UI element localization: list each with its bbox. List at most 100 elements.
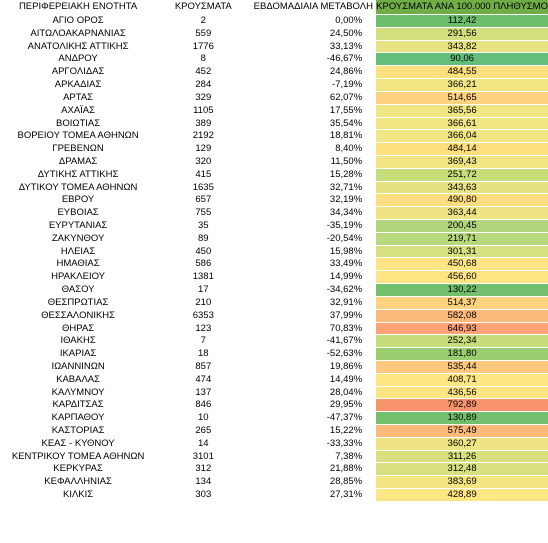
weekly-change-cell: 37,99% bbox=[329, 309, 363, 321]
region-cell: ΙΚΑΡΙΑΣ bbox=[59, 348, 97, 360]
region-cell: ΚΙΛΚΙΣ bbox=[62, 488, 94, 500]
per-100k-cell: 484,14 bbox=[376, 142, 548, 156]
per-100k-cell: 291,56 bbox=[376, 26, 548, 41]
cases-cell: 452 bbox=[195, 66, 212, 78]
weekly-change-cell: 7,38% bbox=[335, 450, 363, 462]
per-100k-cell: 343,82 bbox=[376, 39, 548, 53]
cases-cell: 415 bbox=[195, 168, 212, 180]
cases-cell: 559 bbox=[195, 27, 212, 39]
weekly-change-cell: 70,83% bbox=[329, 322, 363, 334]
table-row: ΚΕΑΣ - ΚΥΘΝΟΥ 14 -33,33% 360,27 bbox=[0, 436, 548, 451]
weekly-change-cell: 18,81% bbox=[329, 130, 363, 142]
weekly-change-cell: 14,49% bbox=[329, 373, 363, 385]
region-cell: ΘΕΣΠΡΩΤΙΑΣ bbox=[47, 296, 109, 308]
cases-cell: 1635 bbox=[192, 181, 214, 193]
per-100k-cell: 252,34 bbox=[376, 334, 548, 348]
cases-cell: 134 bbox=[195, 476, 212, 488]
region-cell: ΚΕΡΚΥΡΑΣ bbox=[53, 463, 103, 475]
per-100k-cell: 251,72 bbox=[376, 167, 548, 182]
table-row: ΙΚΑΡΙΑΣ 18 -52,63% 181,80 bbox=[0, 347, 548, 361]
weekly-change-cell: 32,91% bbox=[329, 296, 363, 308]
per-100k-cell: 490,80 bbox=[376, 193, 548, 207]
cases-cell: 18 bbox=[198, 348, 209, 360]
region-cell: ΑΡΓΟΛΙΔΑΣ bbox=[51, 66, 105, 78]
weekly-change-cell: -7,19% bbox=[332, 79, 363, 91]
table-row: ΘΕΣΣΑΛΟΝΙΚΗΣ 6353 37,99% 582,08 bbox=[0, 308, 548, 322]
region-cell: ΚΕΑΣ - ΚΥΘΝΟΥ bbox=[41, 437, 115, 449]
cases-cell: 123 bbox=[195, 322, 212, 334]
table-row: ΑΓΙΟ ΟΡΟΣ 2 0,00% 112,42 bbox=[0, 14, 548, 28]
region-cell: ΚΕΦΑΛΛΗΝΙΑΣ bbox=[44, 476, 112, 488]
weekly-change-cell: 33,49% bbox=[329, 258, 363, 270]
per-100k-cell: 360,27 bbox=[376, 436, 548, 451]
cases-cell: 389 bbox=[195, 117, 212, 129]
weekly-change-cell: 33,13% bbox=[329, 40, 363, 52]
region-cell: ΕΥΡΥΤΑΝΙΑΣ bbox=[48, 220, 108, 231]
per-100k-cell: 383,69 bbox=[376, 475, 548, 489]
cases-cell: 474 bbox=[195, 373, 212, 385]
cases-cell: 450 bbox=[195, 245, 212, 257]
table-row: ΓΡΕΒΕΝΩΝ 129 8,40% 484,14 bbox=[0, 142, 548, 156]
region-cell: ΙΩΑΝΝΙΝΩΝ bbox=[51, 360, 105, 372]
region-cell: ΗΛΕΙΑΣ bbox=[60, 245, 96, 257]
per-100k-cell: 311,26 bbox=[376, 449, 548, 463]
table-row: ΚΑΛΥΜΝΟΥ 137 28,04% 436,56 bbox=[0, 385, 548, 399]
table-row: ΑΙΤΩΛΟΑΚΑΡΝΑΝΙΑΣ 559 24,50% 291,56 bbox=[0, 26, 548, 41]
per-100k-cell: 363,44 bbox=[376, 206, 548, 220]
region-cell: ΑΝΑΤΟΛΙΚΗΣ ΑΤΤΙΚΗΣ bbox=[27, 40, 129, 52]
weekly-change-cell: -52,63% bbox=[326, 348, 363, 360]
per-100k-cell: 582,08 bbox=[376, 308, 548, 322]
header-row: ΠΕΡΙΦΕΡΕΙΑΚΗ ΕΝΟΤΗΤΑ ΚΡΟΥΣΜΑΤΑ ΕΒΔΟΜΑΔΙΑ… bbox=[0, 0, 548, 15]
header-weekly-change: ΕΒΔΟΜΑΔΙΑΙΑ ΜΕΤΑΒΟΛΗ bbox=[253, 1, 373, 13]
table-row: ΚΕΦΑΛΛΗΝΙΑΣ 134 28,85% 383,69 bbox=[0, 475, 548, 489]
region-cell: ΗΜΑΘΙΑΣ bbox=[56, 258, 100, 270]
weekly-change-cell: 28,85% bbox=[329, 476, 363, 488]
header-cases: ΚΡΟΥΣΜΑΤΑ bbox=[174, 1, 232, 13]
table-row: ΖΑΚΥΝΘΟΥ 89 -20,54% 219,71 bbox=[0, 231, 548, 246]
per-100k-cell: 535,44 bbox=[376, 359, 548, 374]
cases-cell: 329 bbox=[195, 91, 212, 103]
table-body: ΑΓΙΟ ΟΡΟΣ 2 0,00% 112,42 ΑΙΤΩΛΟΑΚΑΡΝΑΝΙΑΣ 559… bbox=[0, 14, 548, 501]
cases-cell: 7 bbox=[200, 335, 206, 347]
weekly-change-cell: 19,86% bbox=[329, 360, 363, 372]
cases-cell: 35 bbox=[198, 220, 209, 231]
region-cell: ΕΒΡΟΥ bbox=[61, 194, 95, 206]
weekly-change-cell: 24,50% bbox=[329, 27, 363, 39]
per-100k-cell: 200,45 bbox=[376, 219, 548, 233]
weekly-change-cell: 15,98% bbox=[329, 245, 363, 257]
table-row: ΑΡΚΑΔΙΑΣ 284 -7,19% 366,21 bbox=[0, 78, 548, 92]
per-100k-cell: 112,42 bbox=[376, 14, 548, 28]
per-100k-cell: 484,55 bbox=[376, 65, 548, 79]
region-cell: ΗΡΑΚΛΕΙΟΥ bbox=[51, 271, 106, 283]
per-100k-cell: 366,04 bbox=[376, 129, 548, 143]
weekly-change-cell: 34,34% bbox=[329, 207, 363, 219]
table-row: ΚΑΒΑΛΑΣ 474 14,49% 408,71 bbox=[0, 372, 548, 387]
per-100k-cell: 90,06 bbox=[376, 52, 548, 66]
region-cell: ΙΘΑΚΗΣ bbox=[60, 335, 96, 347]
cases-cell: 1776 bbox=[192, 40, 214, 52]
table-row: ΕΥΒΟΙΑΣ 755 34,34% 363,44 bbox=[0, 206, 548, 220]
spreadsheet: ΠΕΡΙΦΕΡΕΙΑΚΗ ΕΝΟΤΗΤΑ ΚΡΟΥΣΜΑΤΑ ΕΒΔΟΜΑΔΙΑ… bbox=[0, 0, 548, 501]
region-cell: ΒΟΡΕΙΟΥ ΤΟΜΕΑ ΑΘΗΝΩΝ bbox=[17, 130, 139, 142]
table-row: ΑΝΑΤΟΛΙΚΗΣ ΑΤΤΙΚΗΣ 1776 33,13% 343,82 bbox=[0, 39, 548, 53]
region-cell: ΑΧΑΪΑΣ bbox=[61, 104, 95, 116]
weekly-change-cell: 27,31% bbox=[329, 488, 363, 500]
weekly-change-cell: 0,00% bbox=[335, 15, 363, 26]
table-row: ΕΒΡΟΥ 657 32,19% 490,80 bbox=[0, 193, 548, 207]
cases-table: ΠΕΡΙΦΕΡΕΙΑΚΗ ΕΝΟΤΗΤΑ ΚΡΟΥΣΜΑΤΑ ΕΒΔΟΜΑΔΙΑ… bbox=[0, 0, 548, 501]
per-100k-cell: 369,43 bbox=[376, 154, 548, 169]
weekly-change-cell: -47,37% bbox=[326, 412, 363, 424]
weekly-change-cell: 21,88% bbox=[329, 463, 363, 475]
table-row: ΙΘΑΚΗΣ 7 -41,67% 252,34 bbox=[0, 334, 548, 348]
table-row: ΑΧΑΪΑΣ 1105 17,55% 365,56 bbox=[0, 103, 548, 117]
region-cell: ΑΝΔΡΟΥ bbox=[58, 53, 98, 65]
per-100k-cell: 792,89 bbox=[376, 398, 548, 412]
cases-cell: 137 bbox=[195, 386, 212, 398]
weekly-change-cell: -20,54% bbox=[326, 232, 363, 244]
region-cell: ΑΙΤΩΛΟΑΚΑΡΝΑΝΙΑΣ bbox=[30, 27, 126, 39]
per-100k-cell: 646,93 bbox=[376, 321, 548, 335]
cases-cell: 6353 bbox=[192, 309, 214, 321]
table-row: ΗΡΑΚΛΕΙΟΥ 1381 14,99% 456,60 bbox=[0, 270, 548, 284]
cases-cell: 846 bbox=[195, 399, 212, 411]
weekly-change-cell: 17,55% bbox=[329, 104, 363, 116]
